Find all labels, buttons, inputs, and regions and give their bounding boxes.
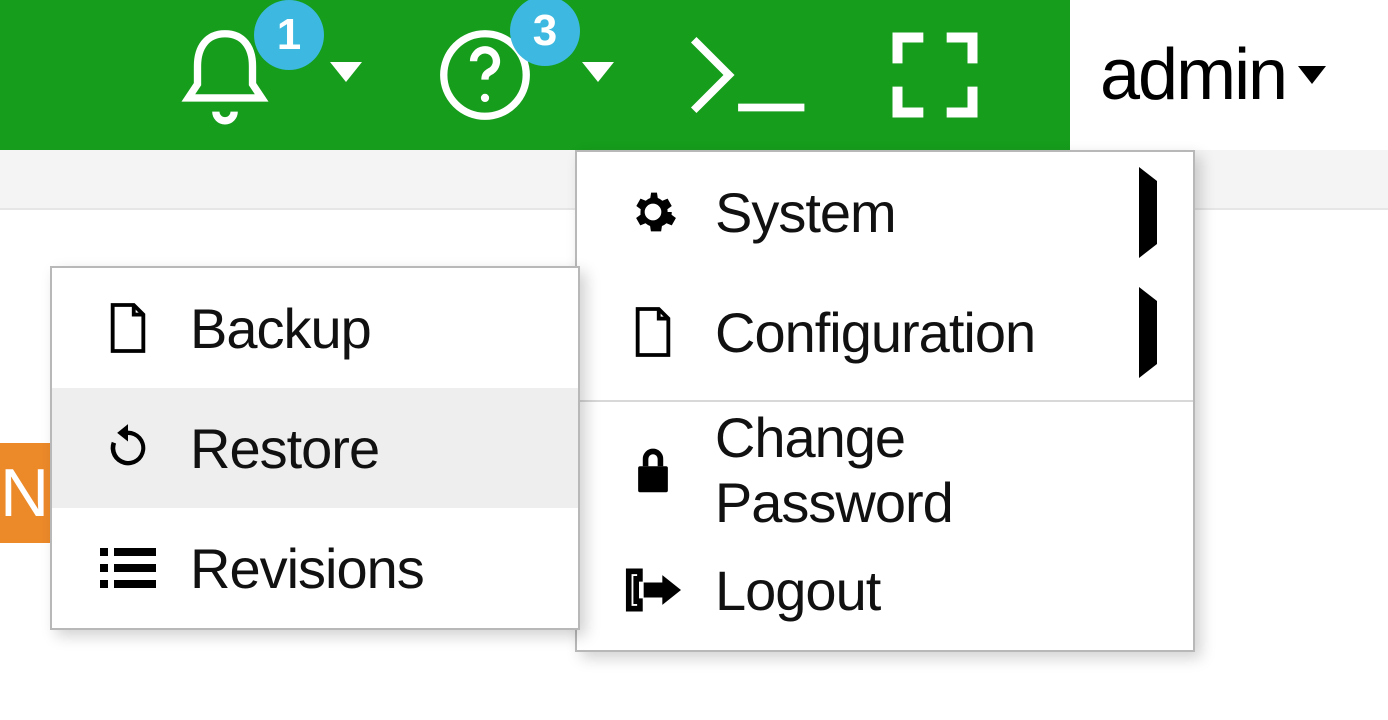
menu-item-system[interactable]: System: [577, 152, 1193, 272]
file-icon: [613, 305, 693, 359]
menu-divider: [577, 400, 1193, 402]
lock-icon: [613, 444, 693, 496]
terminal-icon: [690, 30, 820, 120]
configuration-submenu: Backup Restore Revisions: [50, 266, 580, 630]
submenu-item-label: Restore: [190, 416, 379, 481]
chevron-down-icon: [330, 62, 362, 82]
submenu-item-restore[interactable]: Restore: [52, 388, 578, 508]
menu-item-label: Configuration: [715, 300, 1035, 365]
menu-item-change-password[interactable]: Change Password: [577, 410, 1193, 530]
submenu-item-label: Backup: [190, 296, 371, 361]
notifications-button[interactable]: 1: [170, 0, 430, 150]
user-label: admin: [1100, 34, 1286, 116]
submenu-item-backup[interactable]: Backup: [52, 268, 578, 388]
menu-item-label: Change Password: [715, 405, 1157, 535]
admin-menu: System Configuration Change Password: [575, 150, 1195, 652]
menu-item-configuration[interactable]: Configuration: [577, 272, 1193, 392]
submenu-item-revisions[interactable]: Revisions: [52, 508, 578, 628]
user-menu-button[interactable]: admin: [1070, 0, 1388, 150]
menu-item-label: System: [715, 180, 896, 245]
tag-label: No: [0, 443, 50, 543]
chevron-down-icon: [1298, 66, 1326, 84]
submenu-item-label: Revisions: [190, 536, 424, 601]
fullscreen-button[interactable]: [880, 0, 1070, 150]
restore-icon: [88, 422, 168, 474]
chevron-right-icon: [1139, 167, 1157, 258]
help-badge: 3: [510, 0, 580, 66]
menu-item-label: Logout: [715, 558, 880, 623]
notifications-badge: 1: [254, 0, 324, 70]
file-icon: [88, 301, 168, 355]
topbar: 1 3: [0, 0, 1388, 150]
chevron-down-icon: [582, 62, 614, 82]
list-icon: [88, 546, 168, 590]
fullscreen-icon: [880, 25, 990, 125]
logout-icon: [613, 566, 693, 614]
chevron-right-icon: [1139, 287, 1157, 378]
terminal-button[interactable]: [690, 0, 880, 150]
menu-item-logout[interactable]: Logout: [577, 530, 1193, 650]
help-button[interactable]: 3: [430, 0, 690, 150]
gear-icon: [613, 187, 693, 237]
